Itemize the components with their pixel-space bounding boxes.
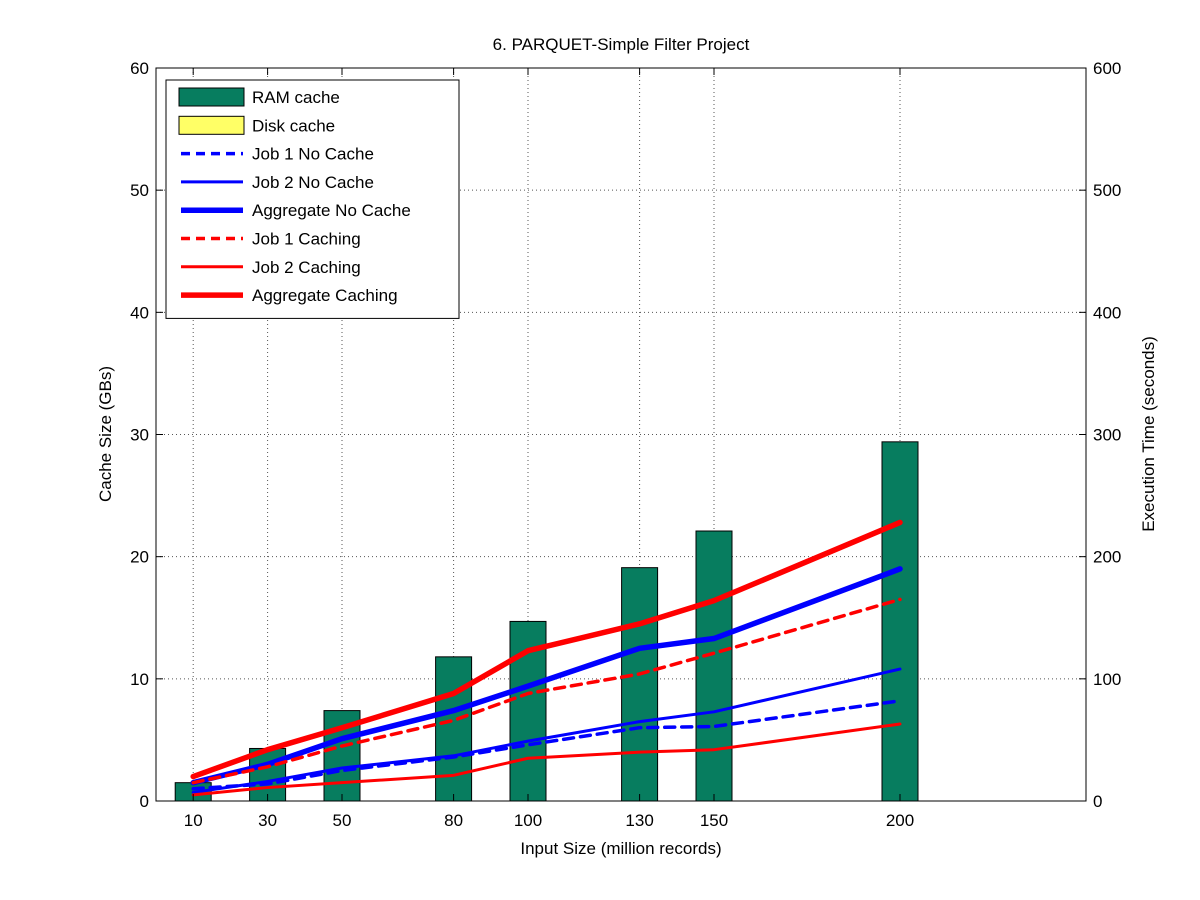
y-tick-label: 40 [130,303,149,322]
series-line-aggregate-no-cache [190,566,903,786]
y2-tick-label: 100 [1093,670,1121,689]
y2-tick-label: 300 [1093,426,1121,445]
x-tick-label: 80 [444,811,463,830]
y2-tick-label: 600 [1093,59,1121,78]
y-tick-label: 0 [140,792,149,811]
bar-ram-cache [435,656,473,802]
y-axis-label: Cache Size (GBs) [96,366,115,502]
bar-ram-cache [621,567,659,802]
y2-tick-label: 200 [1093,548,1121,567]
legend-label: Job 1 Caching [252,230,361,249]
legend-label: Aggregate Caching [252,286,398,305]
bar-ram-cache [249,747,287,802]
x-tick-label: 150 [700,811,728,830]
legend: RAM cache Disk cache Job 1 No Cache Job 2 N… [165,79,460,319]
series-line-job-2-no-cache [191,667,902,794]
legend-label: Disk cache [252,116,335,135]
y2-axis-label: Execution Time (seconds) [1139,336,1158,532]
y2-tick-label: 400 [1093,303,1121,322]
chart-title: 6. PARQUET-Simple Filter Project [493,35,750,54]
lines [190,519,903,797]
x-axis-label: Input Size (million records) [520,839,721,858]
bar-ram-cache [881,441,919,802]
x-tick-label: 200 [886,811,914,830]
legend-label: Job 2 No Cache [252,173,374,192]
series-line-job-2-caching [191,722,902,797]
y-tick-label: 10 [130,670,149,689]
y-tick-label: 60 [130,59,149,78]
grid [156,68,1086,801]
y2-tick-label: 500 [1093,181,1121,200]
x-tick-label: 50 [333,811,352,830]
y-tick-label: 20 [130,548,149,567]
legend-label: Job 1 No Cache [252,145,374,164]
x-tick-label: 100 [514,811,542,830]
bar-ram-cache [695,530,733,802]
y-tick-label: 50 [130,181,149,200]
series-line-aggregate-caching [190,519,903,780]
legend-label: Job 2 Caching [252,258,361,277]
legend-swatch [178,115,245,135]
y2-tick-label: 0 [1093,792,1102,811]
bars [174,441,919,802]
legend-label: Aggregate No Cache [252,201,411,220]
x-tick-label: 130 [625,811,653,830]
series-line-job-1-no-cache [191,699,902,791]
y-tick-label: 30 [130,426,149,445]
x-tick-label: 10 [184,811,203,830]
legend-swatch [178,87,245,107]
legend-label: RAM cache [252,88,340,107]
series-line-job-1-caching [191,597,902,785]
x-tick-label: 30 [258,811,277,830]
